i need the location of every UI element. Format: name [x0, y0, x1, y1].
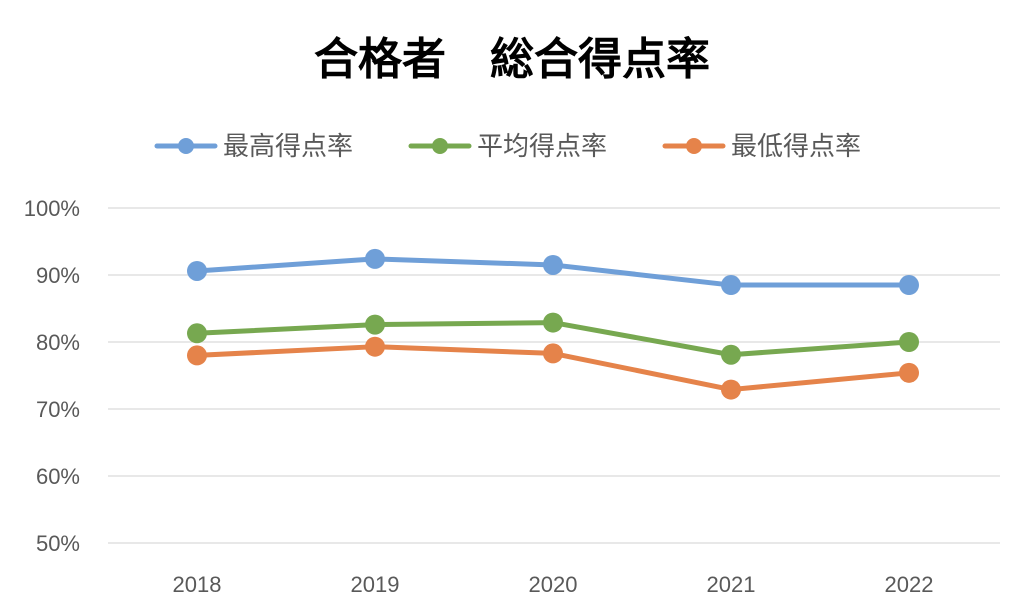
data-point [365, 314, 385, 335]
data-point [543, 254, 563, 275]
data-point [365, 248, 385, 269]
legend-item: 最高得点率 [154, 132, 353, 162]
y-tick-label: 70% [36, 397, 80, 422]
data-point [721, 275, 741, 296]
legend: 最高得点率 平均得点率 最低得点率 [154, 132, 861, 162]
data-point [543, 312, 563, 333]
legend-item: 平均得点率 [408, 132, 607, 162]
series-group [187, 248, 919, 400]
y-tick-label: 90% [36, 263, 80, 288]
data-point [721, 379, 741, 400]
series-1 [187, 248, 919, 296]
data-point [899, 362, 919, 383]
y-tick-label: 100% [24, 196, 80, 221]
data-point [187, 345, 207, 366]
legend-swatch-marker [178, 138, 194, 154]
series-2 [187, 312, 919, 365]
legend-swatch-marker [686, 138, 702, 154]
legend-label: 最低得点率 [731, 132, 861, 162]
data-point [543, 343, 563, 364]
legend-item: 最低得点率 [662, 132, 861, 162]
x-tick-label: 2020 [529, 572, 578, 597]
grid [108, 207, 1000, 544]
data-point [187, 260, 207, 281]
legend-label: 最高得点率 [223, 132, 353, 162]
data-point [365, 336, 385, 357]
x-tick-label: 2022 [885, 572, 934, 597]
x-tick-label: 2019 [351, 572, 400, 597]
data-point [187, 323, 207, 344]
y-tick-label: 60% [36, 464, 80, 489]
x-axis: 2018 2019 2020 2021 2022 [173, 572, 934, 597]
legend-label: 平均得点率 [477, 132, 607, 162]
data-point [899, 275, 919, 296]
y-tick-label: 50% [36, 531, 80, 556]
data-point [899, 332, 919, 352]
legend-swatch-marker [432, 138, 448, 154]
x-tick-label: 2021 [707, 572, 756, 597]
y-tick-label: 80% [36, 330, 80, 355]
y-axis: 50% 60% 70% 80% 90% 100% [24, 196, 80, 556]
chart-title: 合格者 総合得点率 [314, 34, 710, 85]
data-point [721, 344, 741, 365]
x-tick-label: 2018 [173, 572, 222, 597]
series-3 [187, 336, 919, 400]
